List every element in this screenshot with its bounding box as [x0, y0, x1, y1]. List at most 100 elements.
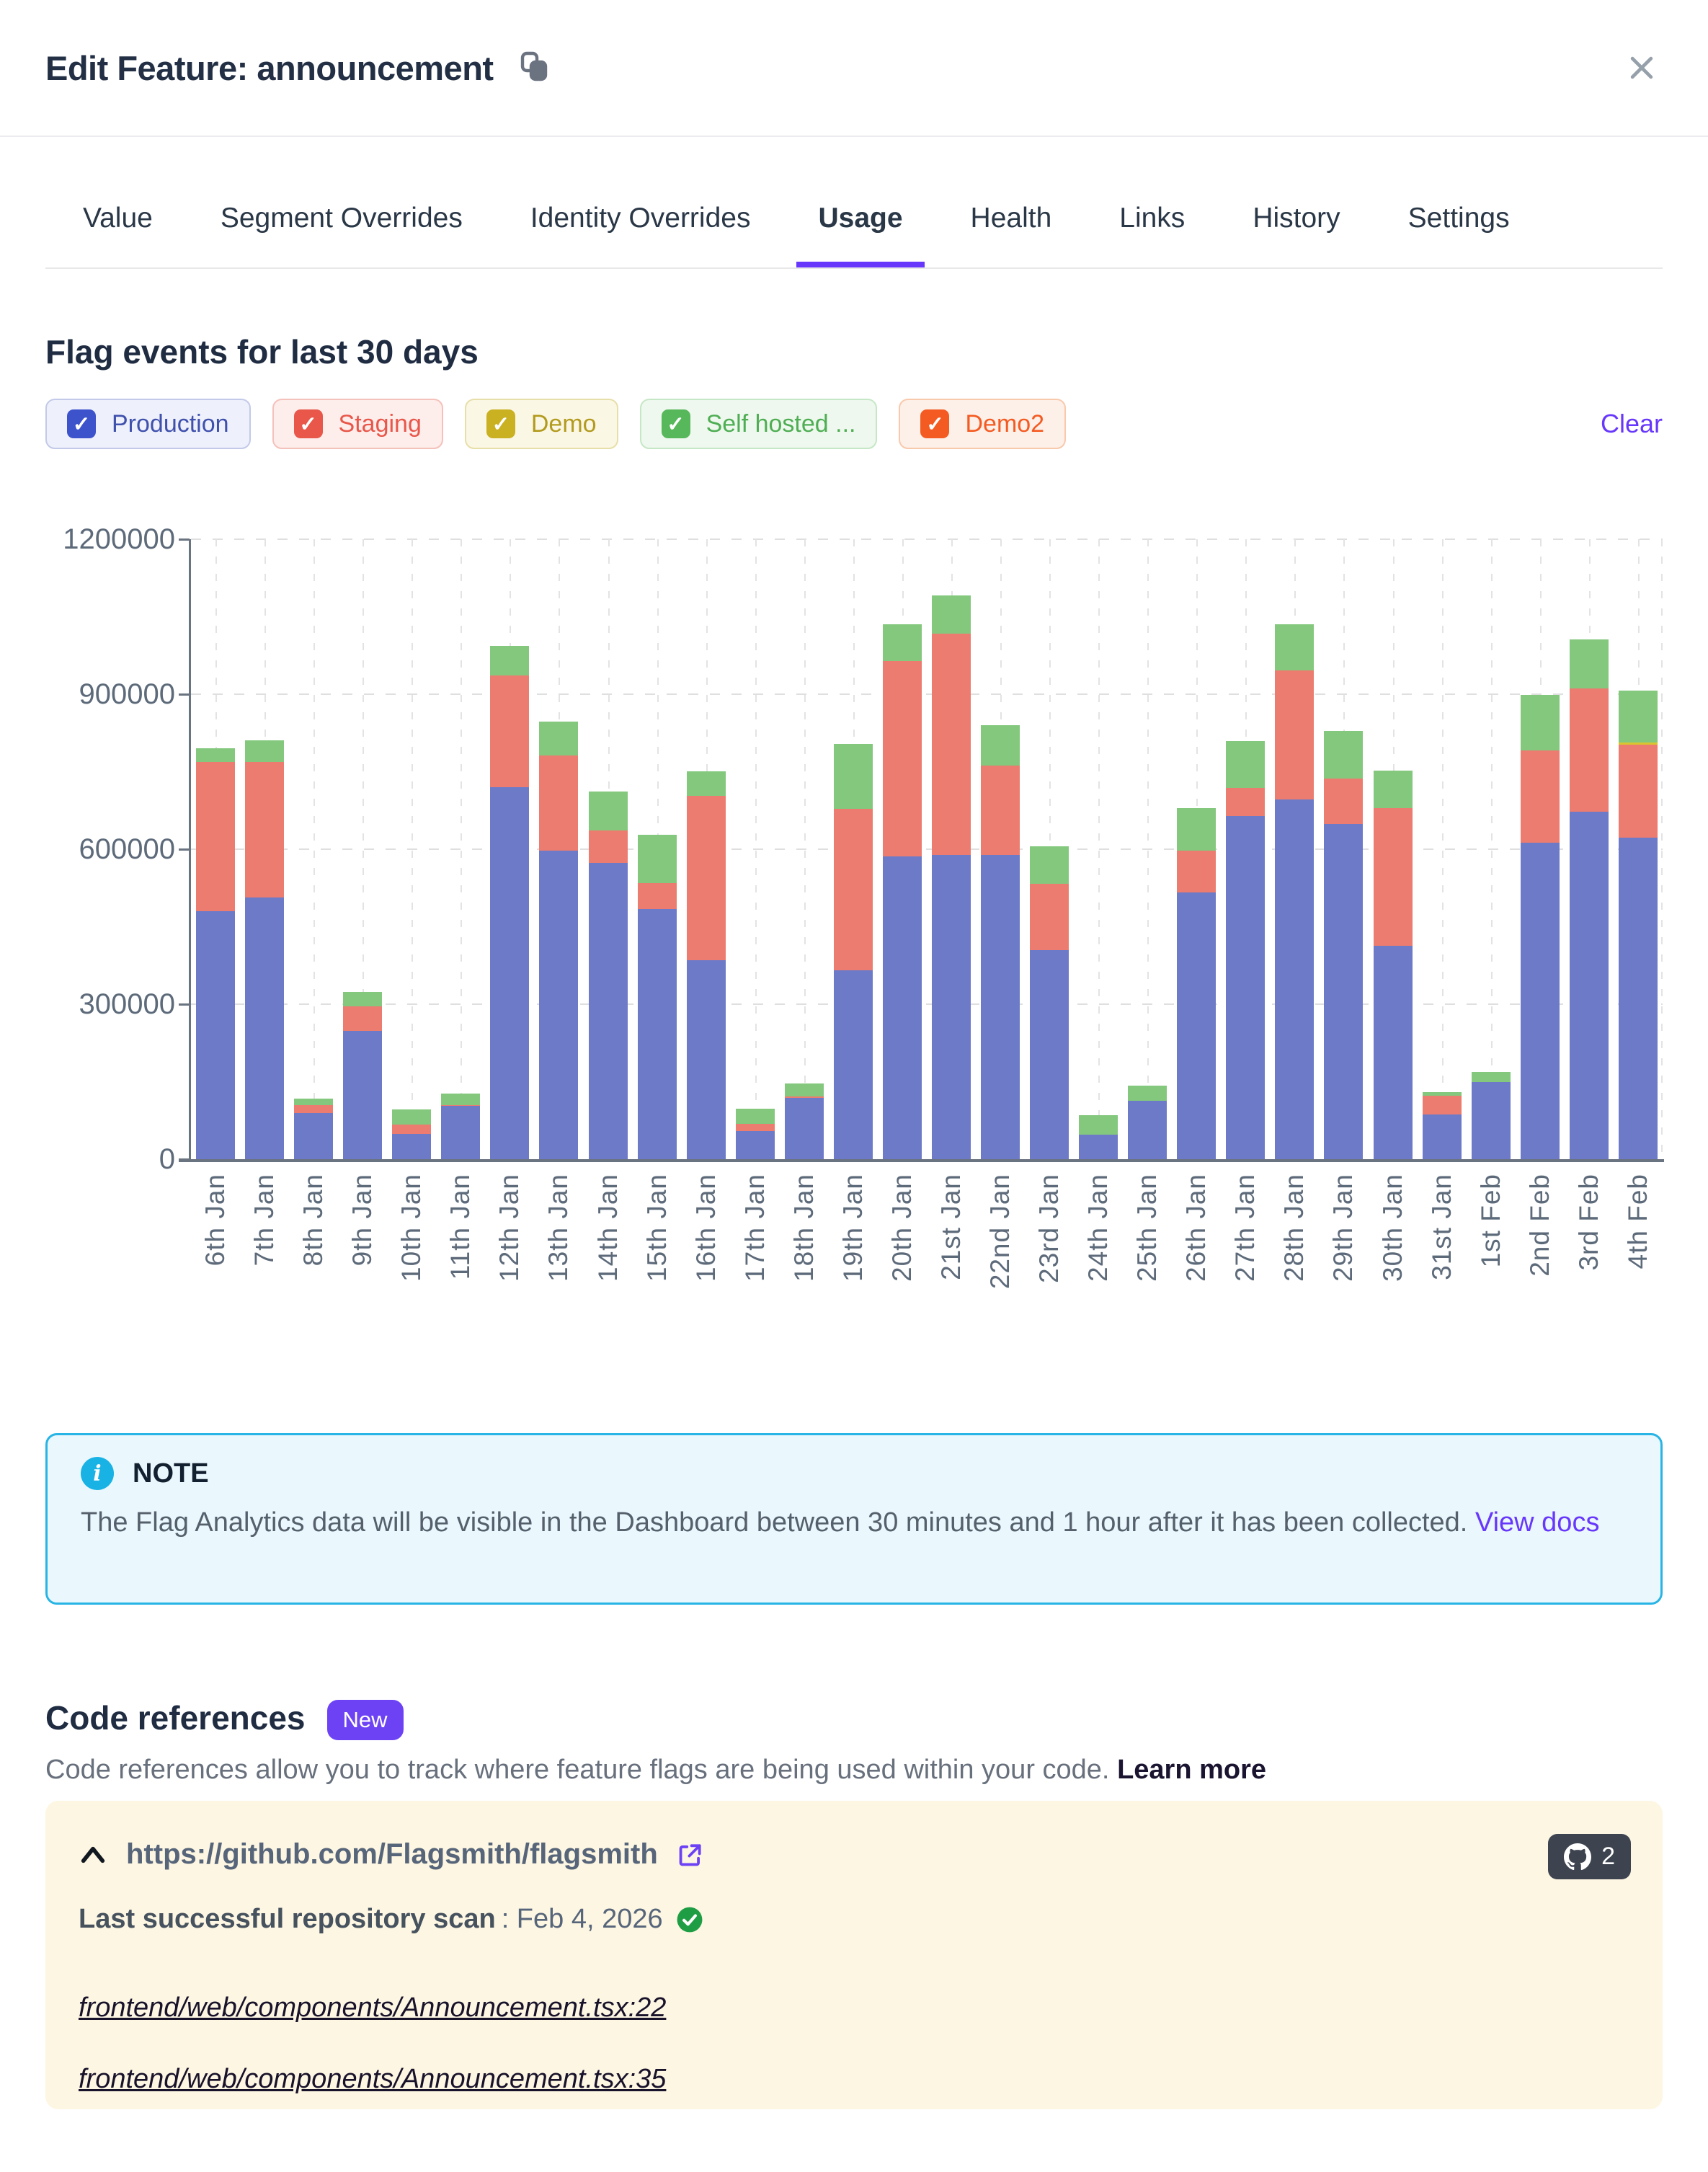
check-circle-icon	[676, 1906, 703, 1933]
stacked-bar[interactable]	[196, 748, 236, 1159]
checkbox-checked-icon[interactable]: ✓	[486, 409, 515, 438]
stacked-bar[interactable]	[392, 1109, 432, 1159]
environment-checkbox-staging[interactable]: ✓ Staging	[272, 399, 443, 449]
chart-column: 16th Jan	[682, 539, 731, 1282]
bar-segment-production	[981, 855, 1020, 1159]
stacked-bar[interactable]	[245, 740, 285, 1159]
checkbox-checked-icon[interactable]: ✓	[293, 409, 323, 438]
scan-status-row: Last successful repository scan: Feb 4, …	[79, 1904, 1629, 1935]
environment-checkbox-self-hosted-[interactable]: ✓ Self hosted ...	[639, 399, 878, 449]
chart-column: 22nd Jan	[976, 539, 1025, 1289]
stacked-bar[interactable]	[686, 771, 726, 1159]
environment-checkbox-production[interactable]: ✓ Production	[45, 399, 251, 449]
v-gridline	[1147, 539, 1149, 1159]
bar-segment-self-hosted-	[1226, 741, 1266, 788]
note-callout: i NOTE The Flag Analytics data will be v…	[45, 1433, 1663, 1605]
bar-segment-production	[196, 911, 236, 1159]
x-axis-tick-label: 23rd Jan	[1034, 1174, 1064, 1283]
stacked-bar[interactable]	[1079, 1115, 1118, 1159]
stacked-bar[interactable]	[1471, 1072, 1511, 1159]
stacked-bar[interactable]	[1128, 1086, 1167, 1159]
x-axis-tick-label: 7th Jan	[249, 1174, 280, 1267]
stacked-bar[interactable]	[784, 1083, 824, 1159]
bar-segment-staging	[490, 675, 530, 787]
chart-column: 18th Jan	[780, 539, 829, 1282]
stacked-bar[interactable]	[588, 792, 628, 1159]
stacked-bar[interactable]	[1324, 731, 1364, 1159]
checkbox-checked-icon[interactable]: ✓	[661, 409, 690, 438]
v-gridline	[461, 539, 463, 1159]
bar-segment-production	[343, 1031, 383, 1159]
stacked-bar[interactable]	[1520, 695, 1560, 1159]
stacked-bar[interactable]	[1177, 808, 1216, 1159]
learn-more-link[interactable]: Learn more	[1117, 1755, 1267, 1785]
checkbox-checked-icon[interactable]: ✓	[920, 409, 950, 438]
chevron-up-icon[interactable]	[79, 1843, 107, 1866]
environment-label: Demo	[530, 409, 597, 438]
y-axis-tick-label: 600000	[79, 833, 175, 865]
tab-settings[interactable]: Settings	[1407, 203, 1510, 234]
close-icon[interactable]	[1626, 52, 1658, 84]
bar-segment-production	[1275, 799, 1315, 1159]
x-axis-tick-label: 3rd Feb	[1573, 1174, 1604, 1271]
view-docs-link[interactable]: View docs	[1475, 1507, 1600, 1538]
stacked-bar[interactable]	[637, 835, 677, 1159]
stacked-bar[interactable]	[833, 744, 873, 1159]
environment-checkbox-demo2[interactable]: ✓ Demo2	[899, 399, 1067, 449]
github-count-badge[interactable]: 2	[1548, 1834, 1631, 1879]
stacked-bar[interactable]	[1275, 624, 1315, 1159]
v-gridline	[313, 539, 316, 1159]
copy-icon[interactable]	[520, 50, 548, 86]
stacked-bar[interactable]	[441, 1094, 481, 1159]
code-reference-file-link[interactable]: frontend/web/components/Announcement.tsx…	[79, 1993, 667, 2023]
chart-column: 26th Jan	[1172, 539, 1221, 1282]
checkbox-checked-icon[interactable]: ✓	[67, 409, 96, 438]
stacked-bar[interactable]	[1030, 846, 1069, 1159]
bar-segment-self-hosted-	[1569, 639, 1609, 688]
stacked-bar[interactable]	[882, 624, 922, 1159]
bar-segment-production	[833, 970, 873, 1159]
tab-value[interactable]: Value	[83, 203, 153, 234]
bar-segment-staging	[1226, 788, 1266, 816]
x-axis-tick-label: 18th Jan	[788, 1174, 819, 1282]
external-link-icon[interactable]	[677, 1841, 704, 1869]
y-axis-tick-label: 900000	[79, 678, 175, 710]
tab-history[interactable]: History	[1253, 203, 1340, 234]
environment-label: Production	[112, 409, 229, 438]
stacked-bar[interactable]	[981, 725, 1020, 1159]
stacked-bar[interactable]	[1373, 771, 1413, 1159]
stacked-bar[interactable]	[1618, 691, 1658, 1159]
bar-segment-production	[245, 897, 285, 1159]
bar-segment-staging	[686, 796, 726, 960]
bar-segment-staging	[588, 830, 628, 863]
chart-column: 20th Jan	[878, 539, 927, 1282]
bar-segment-self-hosted-	[637, 835, 677, 883]
tab-segment-overrides[interactable]: Segment Overrides	[220, 203, 463, 234]
stacked-bar[interactable]	[343, 992, 383, 1159]
stacked-bar[interactable]	[490, 646, 530, 1159]
stacked-bar[interactable]	[931, 595, 971, 1159]
repository-url-link[interactable]: https://github.com/Flagsmith/flagsmith	[126, 1838, 658, 1870]
chart-column: 3rd Feb	[1565, 539, 1614, 1271]
bar-segment-production	[1471, 1082, 1511, 1159]
tab-usage[interactable]: Usage	[796, 203, 925, 267]
bar-segment-self-hosted-	[735, 1109, 775, 1124]
tab-links[interactable]: Links	[1119, 203, 1186, 234]
tab-identity-overrides[interactable]: Identity Overrides	[530, 203, 751, 234]
y-axis-tick	[179, 538, 190, 541]
environment-checkbox-demo[interactable]: ✓ Demo	[464, 399, 618, 449]
stacked-bar[interactable]	[1422, 1092, 1462, 1159]
bar-segment-self-hosted-	[539, 722, 579, 755]
stacked-bar[interactable]	[1569, 639, 1609, 1159]
clear-button[interactable]: Clear	[1600, 409, 1663, 438]
stacked-bar[interactable]	[539, 722, 579, 1159]
tab-health[interactable]: Health	[970, 203, 1052, 234]
description-text: Code references allow you to track where…	[45, 1755, 1110, 1785]
bar-segment-production	[1422, 1114, 1462, 1159]
stacked-bar[interactable]	[294, 1099, 334, 1159]
stacked-bar[interactable]	[1226, 741, 1266, 1159]
y-axis-tick	[179, 693, 190, 696]
code-reference-file-link[interactable]: frontend/web/components/Announcement.tsx…	[79, 2064, 667, 2094]
usage-heading: Flag events for last 30 days	[45, 333, 479, 371]
stacked-bar[interactable]	[735, 1109, 775, 1159]
